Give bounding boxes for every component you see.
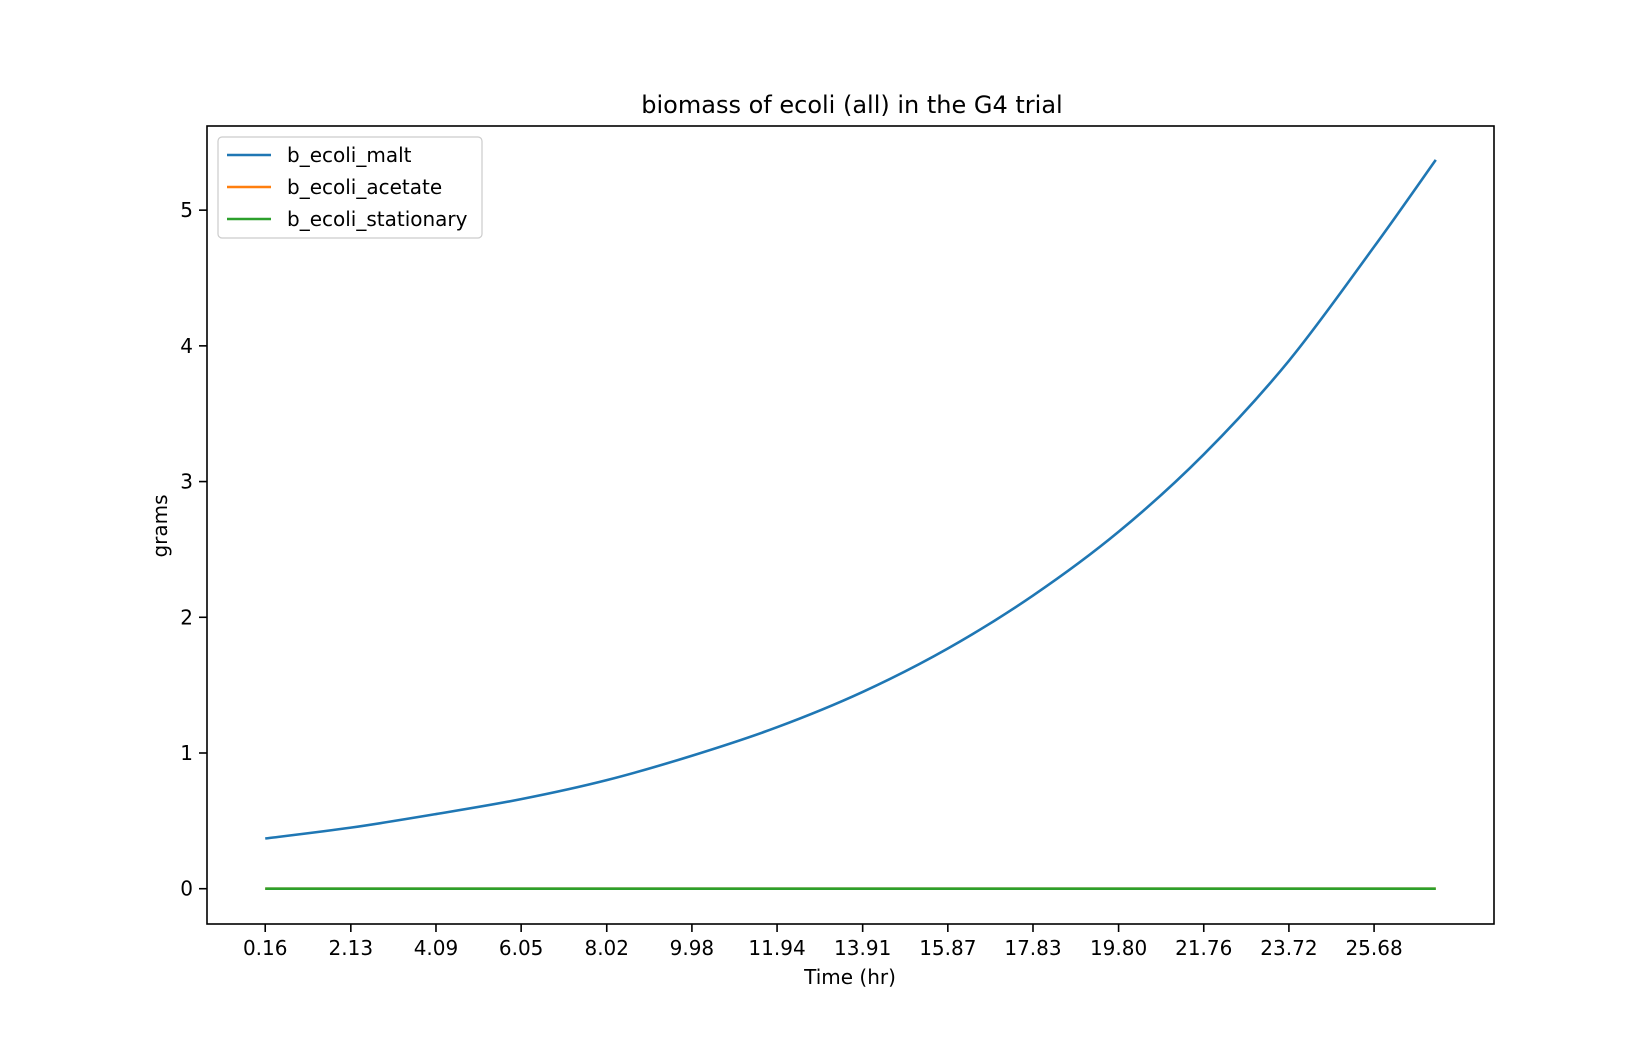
x-tick-label: 19.80 xyxy=(1090,936,1147,960)
x-tick-label: 9.98 xyxy=(670,936,715,960)
plot-frame xyxy=(206,125,1495,925)
x-tick-label: 17.83 xyxy=(1004,936,1061,960)
legend-label: b_ecoli_acetate xyxy=(287,175,442,199)
legend-box xyxy=(217,136,483,239)
legend: b_ecoli_malt b_ecoli_acetate b_ecoli_stati… xyxy=(217,136,483,239)
y-tick-label: 1 xyxy=(180,741,193,765)
y-tick-label: 0 xyxy=(180,877,193,901)
y-tick-label: 2 xyxy=(180,605,193,629)
x-tick-label: 2.13 xyxy=(329,936,374,960)
x-axis-ticks: 0.16 2.13 4.09 6.05 8.02 9.98 11.94 13.91 15.87 1… xyxy=(243,924,1403,960)
y-tick-label: 4 xyxy=(180,334,193,358)
chart-title: biomass of ecoli (all) in the G4 trial xyxy=(641,91,1062,119)
y-axis-ticks: 0 1 2 3 4 5 xyxy=(180,198,207,901)
x-tick-label: 25.68 xyxy=(1345,936,1402,960)
x-tick-label: 0.16 xyxy=(243,936,288,960)
x-tick-label: 13.91 xyxy=(834,936,891,960)
series-line-b-ecoli-malt xyxy=(265,159,1437,840)
x-tick-label: 4.09 xyxy=(414,936,459,960)
x-tick-label: 6.05 xyxy=(499,936,544,960)
legend-label: b_ecoli_malt xyxy=(287,143,412,167)
y-tick-label: 3 xyxy=(180,470,193,494)
series-layer xyxy=(265,159,1437,891)
y-tick-label: 5 xyxy=(180,198,193,222)
x-tick-label: 23.72 xyxy=(1260,936,1317,960)
x-tick-label: 11.94 xyxy=(748,936,805,960)
x-tick-label: 15.87 xyxy=(919,936,976,960)
y-axis-label: grams xyxy=(148,494,172,557)
x-tick-label: 21.76 xyxy=(1175,936,1232,960)
x-axis-label: Time (hr) xyxy=(803,965,896,989)
x-tick-label: 8.02 xyxy=(584,936,629,960)
legend-label: b_ecoli_stationary xyxy=(287,207,468,231)
